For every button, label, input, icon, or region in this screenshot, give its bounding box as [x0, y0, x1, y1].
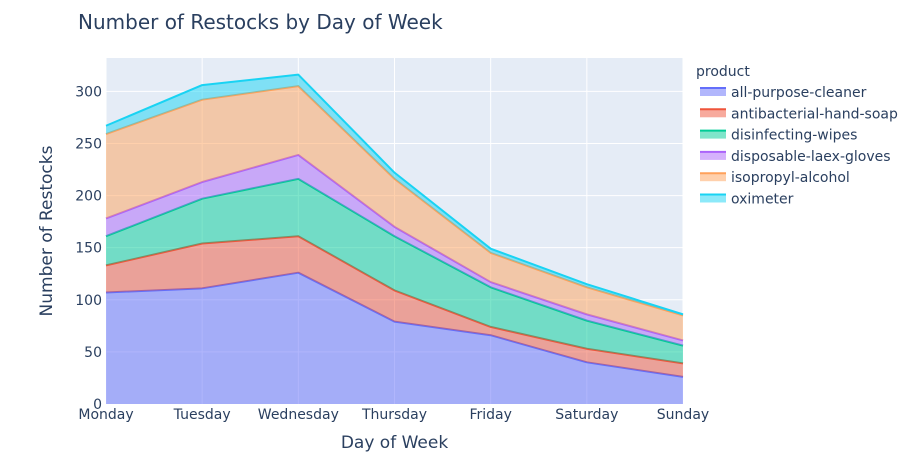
- legend-item[interactable]: oximeter: [700, 192, 794, 208]
- legend-title: product: [696, 64, 750, 80]
- legend-swatch: [700, 109, 726, 118]
- legend-label: isopropyl-alcohol: [731, 170, 850, 186]
- legend-item[interactable]: antibacterial-hand-soap: [700, 106, 898, 122]
- area-all-purpose-cleaner: [106, 272, 683, 404]
- area-isopropyl-alcohol: [106, 86, 683, 341]
- legend-label: all-purpose-cleaner: [731, 85, 867, 101]
- y-tick-label: 0: [93, 397, 102, 413]
- legend-swatch: [700, 130, 726, 139]
- area-antibacterial-hand-soap: [106, 236, 683, 377]
- legend-item[interactable]: disposable-laex-gloves: [700, 149, 891, 165]
- legend-swatch: [700, 151, 726, 160]
- x-tick-label: Monday: [78, 407, 133, 423]
- area-disposable-laex-gloves: [106, 154, 683, 346]
- x-tick-label: Wednesday: [258, 407, 339, 423]
- line-oximeter: [105, 73, 684, 316]
- y-axis-title: Number of Restocks: [37, 145, 57, 316]
- area-disinfecting-wipes: [106, 178, 683, 364]
- y-tick-label: 250: [75, 136, 102, 152]
- legend-label: antibacterial-hand-soap: [731, 106, 898, 122]
- x-axis-title: Day of Week: [341, 433, 448, 453]
- y-tick-label: 150: [75, 241, 102, 257]
- y-tick-labels: 0 50 100 150 200 250 300: [75, 84, 102, 413]
- x-tick-labels: Monday Tuesday Wednesday Thursday Friday Satu…: [78, 407, 709, 423]
- x-tick-label: Thursday: [361, 407, 427, 423]
- y-tick-label: 300: [75, 84, 102, 100]
- legend-label: disinfecting-wipes: [731, 128, 857, 144]
- x-tick-label: Saturday: [555, 407, 618, 423]
- legend-label: disposable-laex-gloves: [731, 149, 891, 165]
- legend: product all-purpose-cleaner antibacterial…: [696, 64, 898, 208]
- x-tick-label: Friday: [469, 407, 511, 423]
- legend-item[interactable]: all-purpose-cleaner: [700, 85, 867, 101]
- legend-label: oximeter: [731, 192, 794, 208]
- series-areas: [105, 73, 684, 404]
- legend-item[interactable]: disinfecting-wipes: [700, 128, 857, 144]
- x-tick-label: Sunday: [657, 407, 709, 423]
- chart-title: Number of Restocks by Day of Week: [78, 10, 443, 34]
- x-tick-label: Tuesday: [173, 407, 231, 423]
- y-tick-label: 200: [75, 189, 102, 205]
- legend-item[interactable]: isopropyl-alcohol: [700, 170, 850, 186]
- y-tick-label: 100: [75, 293, 102, 309]
- legend-swatch: [700, 194, 726, 203]
- y-tick-label: 50: [84, 345, 102, 361]
- legend-items: all-purpose-cleaner antibacterial-hand-so…: [700, 85, 898, 208]
- legend-swatch: [700, 88, 726, 96]
- legend-swatch: [700, 173, 726, 182]
